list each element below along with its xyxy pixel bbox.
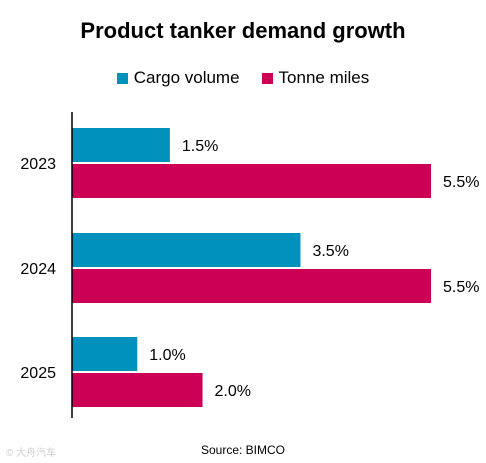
legend-item-tonne-miles: Tonne miles: [261, 68, 370, 88]
bar-tonne-miles-2023: [72, 164, 431, 198]
data-label-tonne-miles-2024: 5.5%: [443, 279, 479, 296]
watermark: © 大舟汽车: [6, 448, 57, 459]
category-label-2024: 2024: [20, 261, 56, 278]
legend-item-cargo-volume: Cargo volume: [116, 68, 240, 88]
data-label-cargo-volume-2025: 1.0%: [149, 347, 185, 364]
category-label-2023: 2023: [20, 156, 56, 173]
legend: Cargo volume Tonne miles: [0, 68, 486, 88]
legend-swatch-tonne-miles: [261, 72, 273, 84]
bar-cargo-volume-2023: [72, 128, 170, 162]
data-label-tonne-miles-2025: 2.0%: [215, 383, 251, 400]
legend-label-tonne-miles: Tonne miles: [278, 68, 370, 87]
legend-label-cargo-volume: Cargo volume: [133, 68, 240, 87]
bar-cargo-volume-2025: [72, 337, 138, 371]
source-note: Source: BIMCO: [200, 443, 286, 457]
chart-title: Product tanker demand growth: [80, 18, 406, 43]
bar-tonne-miles-2024: [72, 269, 431, 303]
data-label-cargo-volume-2023: 1.5%: [182, 138, 218, 155]
data-label-tonne-miles-2023: 5.5%: [443, 174, 479, 191]
category-label-2025: 2025: [20, 365, 56, 382]
bar-tonne-miles-2025: [72, 373, 203, 407]
legend-swatch-cargo-volume: [116, 72, 128, 84]
data-label-cargo-volume-2024: 3.5%: [312, 243, 348, 260]
bar-cargo-volume-2024: [72, 233, 301, 267]
